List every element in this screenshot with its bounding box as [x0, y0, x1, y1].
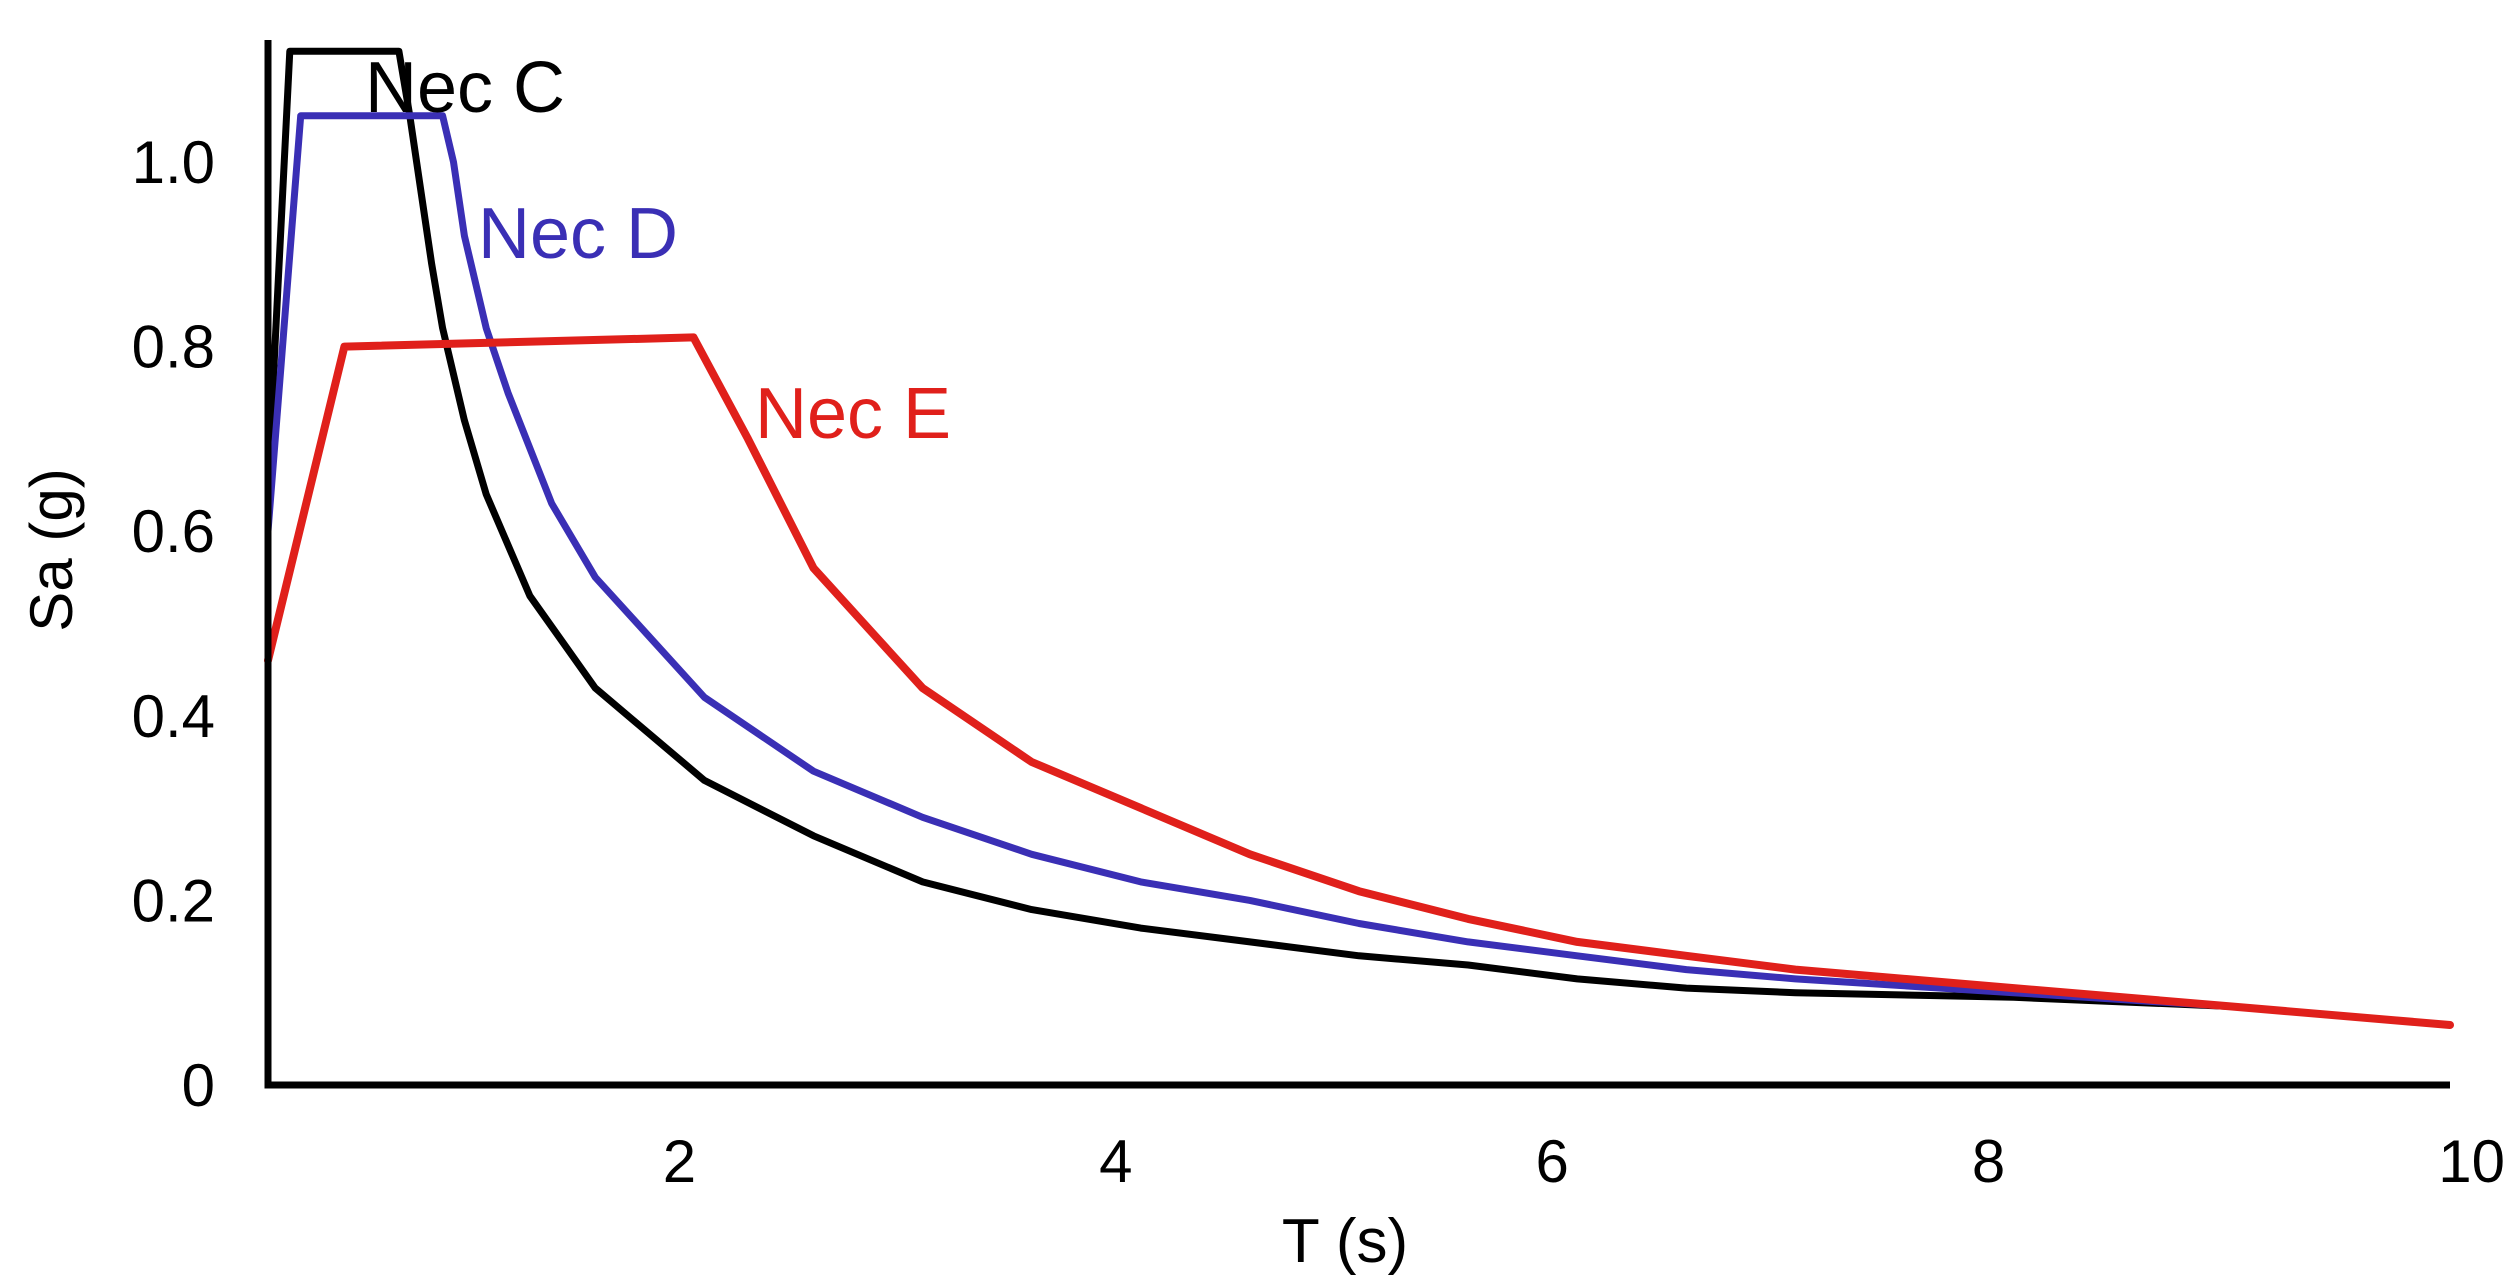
series-label-nec-c: Nec C	[365, 48, 565, 128]
y-tick-label: 1.2	[132, 0, 215, 11]
series-line-nec-c	[264, 47, 2454, 1029]
x-axis-label: T (s)	[1282, 1207, 1408, 1276]
y-tick-label: 0.8	[132, 314, 215, 381]
y-axis-label: Sa (g)	[18, 468, 85, 631]
y-tick-label: 1.0	[132, 129, 215, 196]
series-labels: Nec C Nec D Nec E	[365, 48, 951, 454]
y-tick-label: 0.4	[132, 683, 215, 750]
x-tick-labels: 2 4 6 8 10	[663, 1128, 2505, 1195]
y-tick-labels: 0 0.2 0.4 0.6 0.8 1.0 1.2	[132, 0, 215, 1119]
y-tick-label: 0.2	[132, 867, 215, 934]
y-tick-label: 0	[182, 1052, 215, 1119]
y-tick-label: 0.6	[132, 498, 215, 565]
series-label-nec-e: Nec E	[755, 374, 951, 454]
x-tick-label: 2	[663, 1128, 696, 1195]
x-tick-label: 4	[1099, 1128, 1132, 1195]
series-layer	[264, 47, 2454, 1029]
x-tick-label: 10	[2438, 1128, 2505, 1195]
series-line-nec-d	[264, 112, 2454, 1029]
series-line-nec-e	[264, 333, 2454, 1029]
series-label-nec-d: Nec D	[478, 194, 678, 274]
x-tick-label: 6	[1536, 1128, 1569, 1195]
x-tick-label: 8	[1972, 1128, 2005, 1195]
